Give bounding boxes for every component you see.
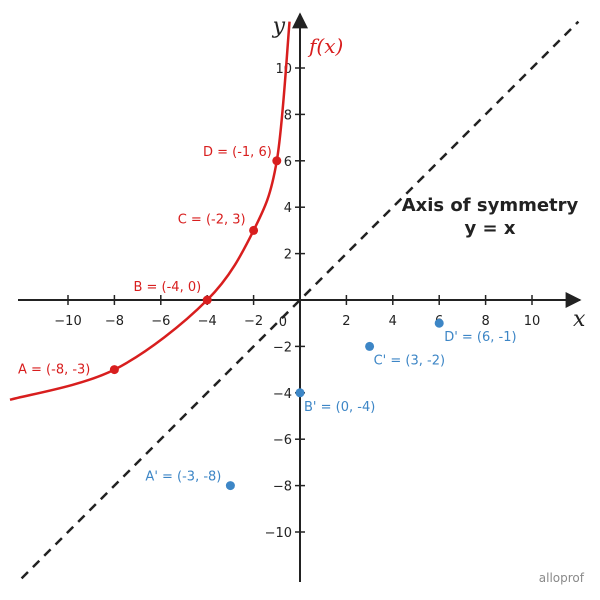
red-point (109, 365, 119, 375)
blue-point-label: D' = (6, -1) (444, 330, 516, 345)
blue-point (295, 388, 305, 398)
blue-point-label: C' = (3, -2) (374, 353, 445, 368)
blue-point-label: A' = (-3, -8) (145, 470, 221, 485)
blue-point-label: B' = (0, -4) (304, 400, 375, 415)
blue-point (365, 341, 375, 351)
origin-label: 0 (279, 315, 287, 330)
x-tick-label: 8 (481, 314, 489, 329)
red-point-label: A = (-8, -3) (18, 363, 90, 378)
brand-watermark: alloprof (539, 571, 585, 585)
x-tick-label: −10 (54, 314, 81, 329)
red-point-label: B = (-4, 0) (133, 280, 201, 295)
function-curve (9, 21, 291, 401)
y-tick-label: −2 (273, 340, 292, 355)
x-tick-label: −8 (105, 314, 124, 329)
y-tick-label: 4 (284, 201, 292, 216)
red-point (272, 156, 282, 166)
y-tick-label: −10 (265, 526, 292, 541)
y-tick-label: 10 (275, 62, 292, 77)
red-point-label: C = (-2, 3) (178, 212, 246, 227)
symmetry-line (20, 20, 580, 580)
function-label: f(x) (307, 34, 343, 58)
x-tick-label: 4 (389, 314, 397, 329)
blue-point (225, 481, 235, 491)
y-tick-label: 6 (284, 155, 292, 170)
y-tick-label: 8 (284, 108, 292, 123)
red-point (249, 225, 259, 235)
blue-point (434, 318, 444, 328)
red-point-label: D = (-1, 6) (203, 145, 272, 160)
symmetry-label-line1: Axis of symmetry (402, 195, 579, 216)
x-tick-label: 10 (524, 314, 541, 329)
x-tick-label: −2 (244, 314, 263, 329)
x-tick-label: −6 (151, 314, 170, 329)
y-axis-label: y (272, 14, 286, 39)
symmetry-label-line2: y = x (465, 218, 516, 239)
y-tick-label: −6 (273, 433, 292, 448)
y-tick-label: 2 (284, 248, 292, 263)
y-tick-label: −4 (273, 387, 292, 402)
x-tick-label: 2 (342, 314, 350, 329)
x-axis-label: x (573, 307, 586, 332)
x-tick-label: −4 (198, 314, 217, 329)
y-tick-label: −8 (273, 480, 292, 495)
red-point (202, 295, 212, 305)
